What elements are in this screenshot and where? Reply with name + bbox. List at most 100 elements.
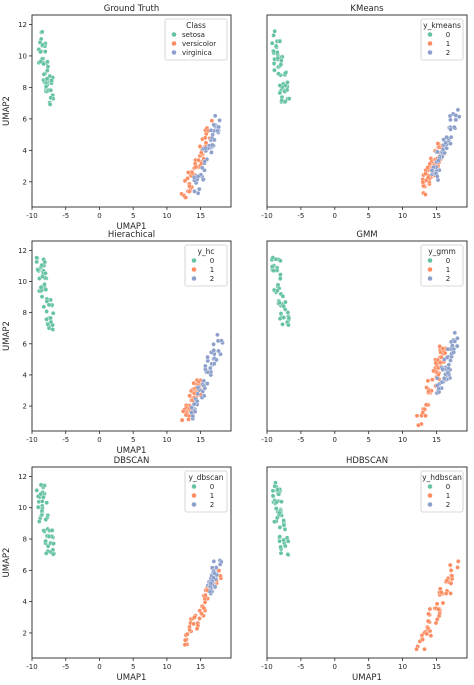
point-0 (45, 543, 51, 549)
point-0 (275, 50, 280, 55)
point-2 (208, 365, 213, 371)
legend-label: 2 (446, 501, 450, 509)
point-virginica (216, 124, 221, 130)
point-2 (208, 581, 214, 586)
point-1 (203, 592, 208, 598)
point-2 (207, 589, 213, 595)
point-2 (190, 413, 196, 419)
y-tick-label: 2 (23, 178, 27, 186)
point-0 (285, 80, 290, 85)
legend-label: 1 (210, 492, 214, 500)
point-0 (50, 551, 56, 557)
point-2 (446, 362, 452, 368)
point-0 (45, 322, 51, 327)
point-0 (269, 264, 275, 269)
x-axis-label: UMAP1 (117, 446, 147, 456)
point-0 (44, 500, 49, 505)
point-1 (423, 192, 428, 197)
point-2 (211, 575, 216, 581)
point-0 (269, 40, 275, 46)
point-0 (277, 300, 282, 306)
point-0 (277, 538, 282, 544)
x-tick-label: -5 (297, 663, 304, 671)
point-2 (215, 338, 221, 344)
x-tick-label: -5 (62, 436, 69, 444)
point-1 (430, 377, 435, 382)
point-0 (49, 528, 55, 533)
y-axis-label: UMAP2 (2, 321, 12, 351)
point-0 (283, 70, 288, 76)
point-0 (43, 517, 49, 522)
point-0 (285, 552, 291, 557)
point-0 (280, 322, 285, 327)
point-virginica (200, 177, 206, 182)
point-2 (215, 332, 220, 338)
point-1 (183, 412, 189, 418)
point-2 (205, 381, 210, 386)
point-1 (448, 562, 453, 568)
legend-marker (171, 50, 177, 55)
legend-label: virginica (182, 49, 212, 57)
point-2 (216, 348, 221, 354)
point-2 (448, 134, 454, 140)
point-1 (436, 613, 442, 619)
point-0 (43, 538, 48, 544)
point-0 (275, 487, 280, 492)
x-tick-label: 10 (162, 663, 171, 671)
x-tick-label: 10 (398, 436, 407, 444)
legend-marker (427, 50, 433, 55)
point-1 (436, 607, 441, 612)
legend-title: y_gmm (428, 247, 456, 256)
point-1 (191, 621, 196, 627)
point-1 (442, 350, 448, 356)
point-0 (282, 527, 288, 532)
x-axis-label: UMAP1 (117, 222, 147, 232)
point-1 (444, 578, 450, 583)
point-0 (271, 33, 276, 38)
legend-label: 2 (210, 501, 214, 509)
x-tick-label: 0 (333, 436, 337, 444)
legend-marker (191, 493, 197, 498)
legend-box (184, 470, 228, 513)
point-0 (46, 302, 52, 308)
point-versicolor (196, 157, 201, 163)
x-tick-label: 0 (333, 212, 337, 220)
point-0 (34, 488, 39, 493)
point-setosa (38, 49, 43, 55)
point-setosa (43, 49, 48, 54)
point-1 (439, 590, 444, 595)
point-0 (274, 499, 279, 505)
point-1 (434, 601, 440, 607)
point-1 (421, 183, 426, 189)
point-1 (423, 171, 428, 176)
y-tick-label: 6 (23, 340, 28, 348)
legend-marker (427, 41, 433, 46)
point-1 (182, 637, 188, 643)
point-1 (414, 413, 420, 419)
x-tick-label: 5 (366, 663, 370, 671)
point-2 (214, 565, 219, 570)
point-0 (285, 539, 291, 544)
point-0 (48, 319, 54, 325)
point-1 (420, 410, 426, 415)
x-axis-label: UMAP1 (352, 673, 382, 683)
point-2 (444, 145, 449, 151)
legend-label: 0 (446, 257, 450, 265)
legend-marker (427, 276, 433, 281)
point-2 (448, 141, 453, 146)
point-virginica (195, 174, 201, 179)
x-tick-label: -10 (261, 212, 272, 220)
chart-title: GMM (356, 230, 377, 240)
point-2 (454, 343, 460, 349)
point-0 (35, 505, 41, 510)
point-versicolor (183, 195, 188, 200)
point-versicolor (187, 183, 192, 189)
point-setosa (41, 72, 47, 77)
point-versicolor (186, 170, 191, 175)
point-2 (434, 375, 440, 381)
point-1 (425, 618, 431, 624)
point-2 (445, 346, 451, 352)
panel-3: Hierachical-10 -5 0 5 10 1524681012UMAP1UMAP2… (2, 230, 232, 456)
point-2 (191, 401, 197, 407)
